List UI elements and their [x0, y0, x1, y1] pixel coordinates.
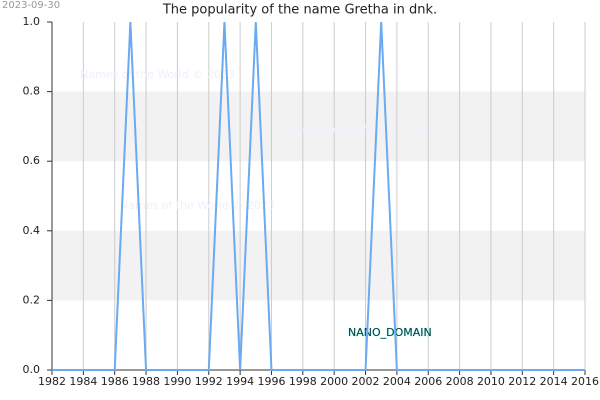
band [52, 91, 585, 162]
line [52, 21, 585, 371]
y-tick-label: 0.6 [23, 154, 41, 167]
x-tick-label: 1990 [163, 375, 191, 388]
x-tick-label: 2006 [414, 375, 442, 388]
x-tick-label: 2002 [352, 375, 380, 388]
x-tick-label: 1992 [195, 375, 223, 388]
x-tick-label: 1984 [69, 375, 97, 388]
x-tick-label: 2000 [320, 375, 348, 388]
y-tick-label: 1.0 [23, 15, 41, 28]
date-stamp: 2023-09-30 [2, 0, 60, 11]
domain-label: NANO_DOMAIN [348, 326, 432, 339]
band [52, 230, 585, 301]
x-tick-label: 2010 [477, 375, 505, 388]
x-tick-label: 1986 [101, 375, 129, 388]
x-tick-label: 2008 [446, 375, 474, 388]
y-tick-label: 0.0 [23, 363, 41, 376]
watermark: Names of the World © 2023 [80, 68, 235, 81]
x-tick-label: 1982 [38, 375, 66, 388]
x-tick-label: 2014 [540, 375, 568, 388]
y-tick-label: 0.2 [23, 293, 41, 306]
x-tick-label: 1998 [289, 375, 317, 388]
x-tick-label: 1988 [132, 375, 160, 388]
chart-title: The popularity of the name Gretha in dnk… [162, 3, 437, 18]
watermark: Names of the World © 2023 [120, 199, 275, 212]
x-tick-label: 2004 [383, 375, 411, 388]
x-tick-label: 2016 [571, 375, 599, 388]
watermark: Names of the World © 2023 [287, 123, 442, 136]
x-tick-label: 2012 [508, 375, 536, 388]
x-tick-label: 1996 [257, 375, 285, 388]
y-tick-label: 0.8 [23, 85, 41, 98]
x-tick-label: 1994 [226, 375, 254, 388]
y-tick-label: 0.4 [23, 224, 41, 237]
